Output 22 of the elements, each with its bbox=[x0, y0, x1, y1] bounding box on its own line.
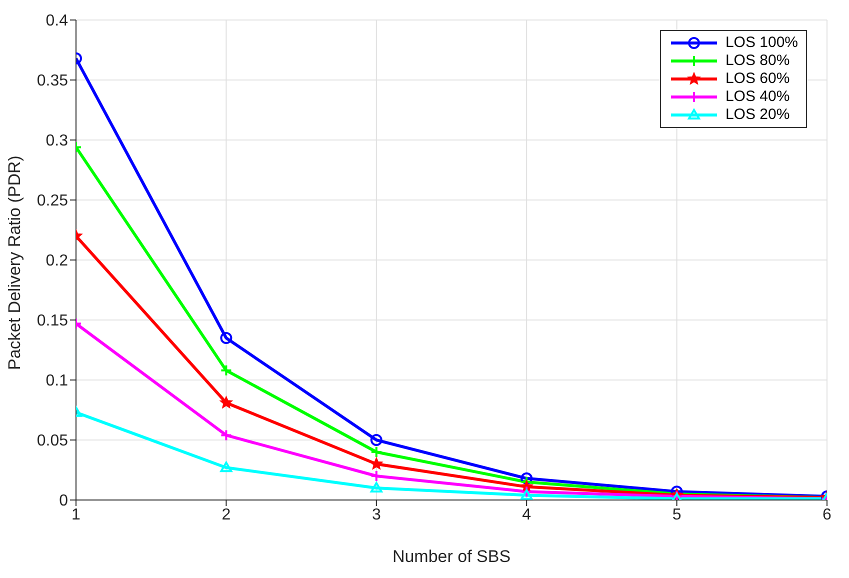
x-tick-label: 1 bbox=[72, 506, 81, 524]
y-tick-label: 0 bbox=[59, 492, 68, 510]
x-tick-label: 2 bbox=[222, 506, 231, 524]
y-tick-label: 0.25 bbox=[36, 192, 68, 210]
legend-label: LOS 80% bbox=[725, 52, 790, 70]
legend-label: LOS 100% bbox=[725, 34, 798, 52]
y-tick-label: 0.4 bbox=[46, 12, 68, 30]
y-tick-label: 0.35 bbox=[36, 72, 68, 90]
legend-label: LOS 60% bbox=[725, 70, 790, 88]
y-tick-label: 0.2 bbox=[46, 252, 68, 270]
x-axis-title: Number of SBS bbox=[392, 547, 511, 566]
y-tick-label: 0.05 bbox=[36, 432, 68, 450]
x-tick-label: 6 bbox=[822, 506, 832, 524]
y-tick-label: 0.1 bbox=[46, 372, 68, 390]
x-tick-label: 4 bbox=[522, 506, 532, 524]
y-tick-label: 0.3 bbox=[46, 132, 68, 150]
legend-label: LOS 20% bbox=[725, 106, 790, 124]
y-axis-title: Packet Delivery Ratio (PDR) bbox=[5, 156, 24, 370]
y-tick-label: 0.15 bbox=[36, 312, 68, 330]
x-tick-label: 3 bbox=[372, 506, 381, 524]
x-tick-label: 5 bbox=[672, 506, 682, 524]
legend-label: LOS 40% bbox=[725, 88, 790, 106]
